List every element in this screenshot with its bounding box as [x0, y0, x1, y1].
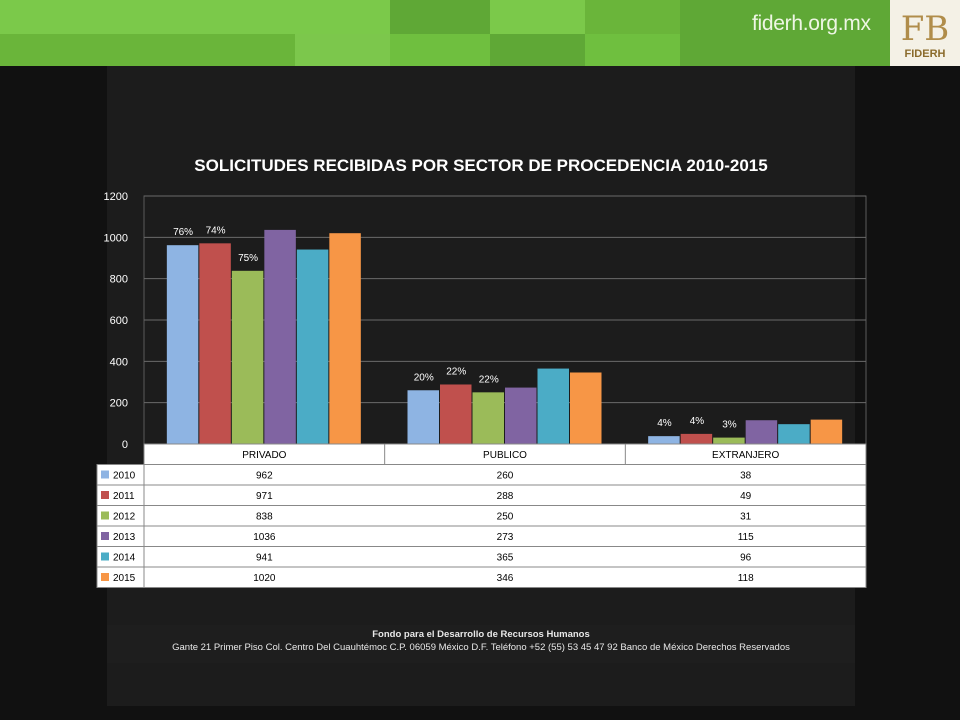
- bar: [505, 387, 537, 444]
- table-value: 250: [497, 512, 514, 523]
- logo-mono-text: FB: [901, 9, 950, 48]
- y-tick-label: 400: [110, 356, 128, 368]
- bar: [166, 245, 199, 444]
- y-tick-label: 1200: [104, 191, 128, 203]
- legend-swatch: [101, 470, 109, 479]
- header-banner: fiderh.org.mx FB FIDERH: [0, 0, 960, 66]
- legend-label: 2012: [113, 512, 136, 523]
- bar: [329, 233, 361, 444]
- header-block: [585, 0, 680, 34]
- category-label: PUBLICO: [483, 450, 527, 461]
- legend-label: 2013: [113, 532, 136, 543]
- bar: [537, 368, 569, 444]
- table-value: 941: [256, 553, 273, 564]
- y-tick-label: 600: [110, 315, 128, 327]
- header-block: [295, 34, 390, 66]
- map-background: [107, 66, 855, 706]
- legend-label: 2010: [113, 471, 136, 482]
- table-value: 1020: [253, 573, 276, 584]
- category-label: PRIVADO: [242, 450, 286, 461]
- data-label: 20%: [414, 372, 434, 383]
- bar: [264, 229, 296, 444]
- fiderh-logo[interactable]: FB FIDERH: [890, 0, 960, 66]
- table-value: 346: [497, 573, 514, 584]
- table-value: 288: [497, 491, 514, 502]
- bar: [440, 384, 472, 444]
- bar: [199, 243, 231, 444]
- data-label: 4%: [657, 418, 672, 429]
- table-value: 38: [740, 471, 752, 482]
- data-label: 22%: [479, 374, 499, 385]
- data-label: 75%: [238, 253, 258, 264]
- data-label: 76%: [173, 227, 193, 238]
- y-tick-label: 800: [110, 274, 128, 286]
- bar: [570, 372, 602, 444]
- legend-swatch: [101, 552, 109, 561]
- table-value: 838: [256, 512, 273, 523]
- footer-address: Gante 21 Primer Piso Col. Centro Del Cua…: [172, 642, 790, 653]
- table-value: 96: [740, 553, 752, 564]
- chart-title: SOLICITUDES RECIBIDAS POR SECTOR DE PROC…: [194, 156, 768, 175]
- bar: [472, 392, 504, 444]
- legend-label: 2011: [113, 491, 135, 502]
- logo-text: FIDERH: [904, 48, 946, 60]
- legend-label: 2015: [113, 573, 136, 584]
- bar: [680, 433, 713, 444]
- logo-monogram: FB: [901, 9, 950, 49]
- data-label: 22%: [446, 366, 466, 377]
- table-value: 962: [256, 471, 273, 482]
- table-value: 115: [738, 532, 754, 543]
- bar: [745, 420, 778, 444]
- legend-swatch: [101, 573, 109, 581]
- header-block: [0, 34, 295, 66]
- bar: [810, 419, 843, 444]
- footer-org: Fondo para el Desarrollo de Recursos Hum…: [372, 629, 590, 640]
- header-block: [490, 34, 585, 66]
- header-block: [680, 0, 890, 66]
- data-label: 3%: [722, 420, 737, 431]
- data-label: 4%: [690, 416, 705, 427]
- category-label: EXTRANJERO: [712, 450, 779, 461]
- y-tick-label: 200: [110, 398, 128, 410]
- table-value: 971: [256, 491, 273, 502]
- bar: [296, 249, 329, 444]
- legend-swatch: [101, 511, 109, 520]
- data-label: 74%: [206, 225, 226, 236]
- table-value: 260: [497, 471, 514, 482]
- bar: [231, 270, 264, 444]
- header-block: [390, 0, 490, 34]
- table-value: 31: [740, 512, 752, 523]
- footer: Fondo para el Desarrollo de Recursos Hum…: [107, 625, 855, 663]
- y-tick-label: 0: [122, 439, 128, 451]
- table-value: 49: [740, 491, 752, 502]
- table-row: [96, 566, 867, 588]
- bar: [713, 437, 745, 444]
- table-value: 118: [738, 573, 754, 584]
- table-value: 1036: [253, 532, 276, 543]
- site-url[interactable]: fiderh.org.mx: [752, 12, 871, 35]
- bar: [778, 424, 810, 444]
- legend-label: 2014: [113, 553, 136, 564]
- legend-swatch: [101, 491, 109, 499]
- bar: [648, 436, 680, 444]
- table-value: 365: [497, 553, 514, 564]
- legend-swatch: [101, 532, 109, 540]
- y-tick-label: 1000: [104, 232, 128, 244]
- table-value: 273: [497, 532, 514, 543]
- bar: [407, 390, 439, 444]
